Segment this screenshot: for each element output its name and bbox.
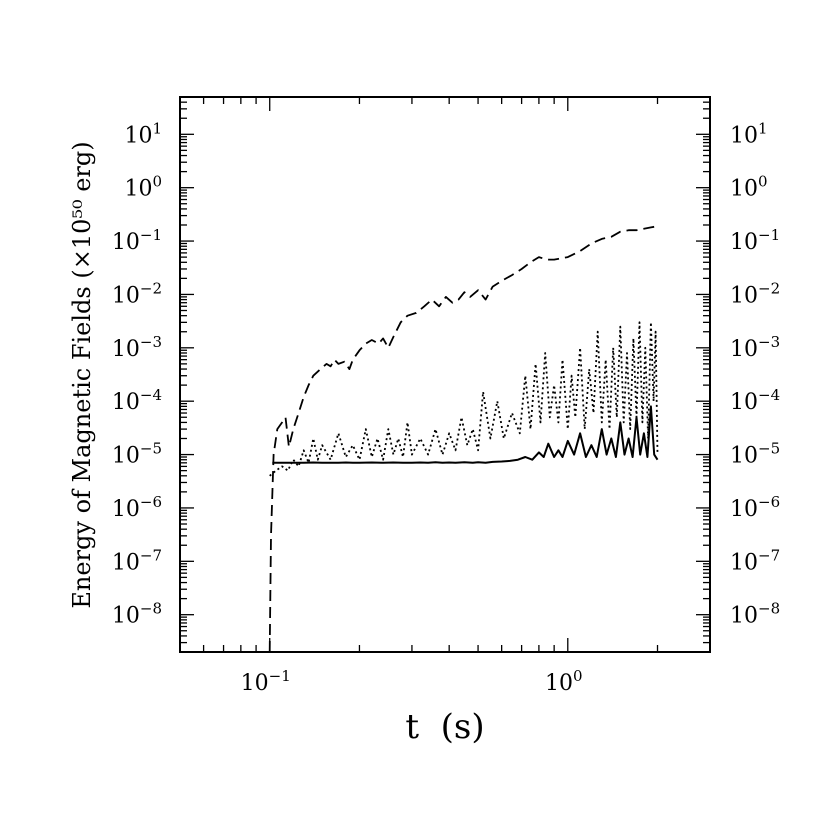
series-line-1-dashed	[268, 225, 658, 653]
y-tick-label-left: 101	[124, 119, 162, 148]
y-tick-label-left: 10−7	[112, 546, 162, 575]
y-tick-label-right: 10−5	[730, 440, 780, 469]
y-tick-label-left: 10−1	[112, 226, 162, 255]
y-tick-label-left: 10−8	[112, 600, 162, 629]
y-tick-label-right: 100	[730, 173, 768, 202]
y-tick-label-right: 10−2	[730, 279, 780, 308]
y-tick-label-left: 10−2	[112, 279, 162, 308]
series-line-3-dotted	[269, 321, 659, 477]
y-tick-label-right: 10−1	[730, 226, 780, 255]
y-tick-label-right: 10−8	[730, 600, 780, 629]
x-tick-label: 10−1	[241, 667, 291, 696]
series-line-2-solid	[272, 405, 659, 464]
plot-frame	[179, 96, 711, 653]
y-tick-label-left: 10−5	[112, 440, 162, 469]
y-tick-label-right: 10−7	[730, 546, 780, 575]
ticks-layer	[179, 96, 711, 653]
y-tick-label-right: 101	[730, 119, 768, 148]
y-tick-label-left: 10−6	[112, 493, 162, 522]
y-tick-label-left: 10−4	[112, 386, 162, 415]
x-axis-title: t (s)	[405, 707, 484, 747]
y-tick-label-right: 10−6	[730, 493, 780, 522]
y-axis-title: Energy of Magnetic Fields (×10⁵⁰ erg)	[68, 141, 96, 608]
labels-layer: 101 101 100 100 10−1 10−1 10−2 10−2 10−3 10−3 10−4…	[112, 119, 780, 696]
y-tick-label-left: 10−3	[112, 333, 162, 362]
x-tick-label: 100	[545, 667, 583, 696]
y-tick-label-right: 10−4	[730, 386, 780, 415]
y-tick-label-right: 10−3	[730, 333, 780, 362]
series-layer	[268, 225, 659, 653]
y-tick-label-left: 100	[124, 173, 162, 202]
